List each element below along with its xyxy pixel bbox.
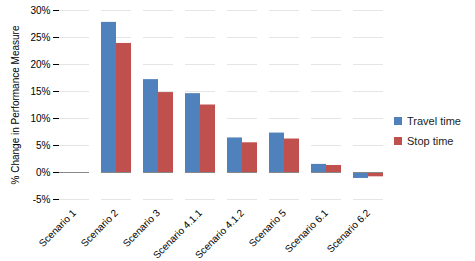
svg-text:Scenario 1: Scenario 1 <box>37 207 79 249</box>
svg-text:0%: 0% <box>36 167 51 178</box>
svg-text:5%: 5% <box>36 140 51 151</box>
svg-text:Scenario 3: Scenario 3 <box>121 207 163 249</box>
svg-text:30%: 30% <box>30 5 50 16</box>
svg-text:Scenario 6.2: Scenario 6.2 <box>325 207 373 255</box>
svg-text:-5%: -5% <box>33 194 51 205</box>
svg-text:Scenario 5: Scenario 5 <box>247 207 289 249</box>
svg-text:10%: 10% <box>30 113 50 124</box>
svg-text:Scenario 4.1.1: Scenario 4.1.1 <box>150 207 205 261</box>
svg-text:Scenario 4.1.2: Scenario 4.1.2 <box>193 207 247 261</box>
html-text:Travel time: Travel time <box>407 114 461 127</box>
svg-text:% Change in Performance Measur: % Change in Performance Measure <box>10 25 21 184</box>
svg-text:15%: 15% <box>30 86 50 97</box>
svg-text:25%: 25% <box>30 32 50 43</box>
html-text:Stop time: Stop time <box>407 134 454 147</box>
svg-text:Scenario 6.1: Scenario 6.1 <box>283 207 331 255</box>
svg-text:20%: 20% <box>30 59 50 70</box>
svg-text:Scenario 2: Scenario 2 <box>79 207 121 249</box>
